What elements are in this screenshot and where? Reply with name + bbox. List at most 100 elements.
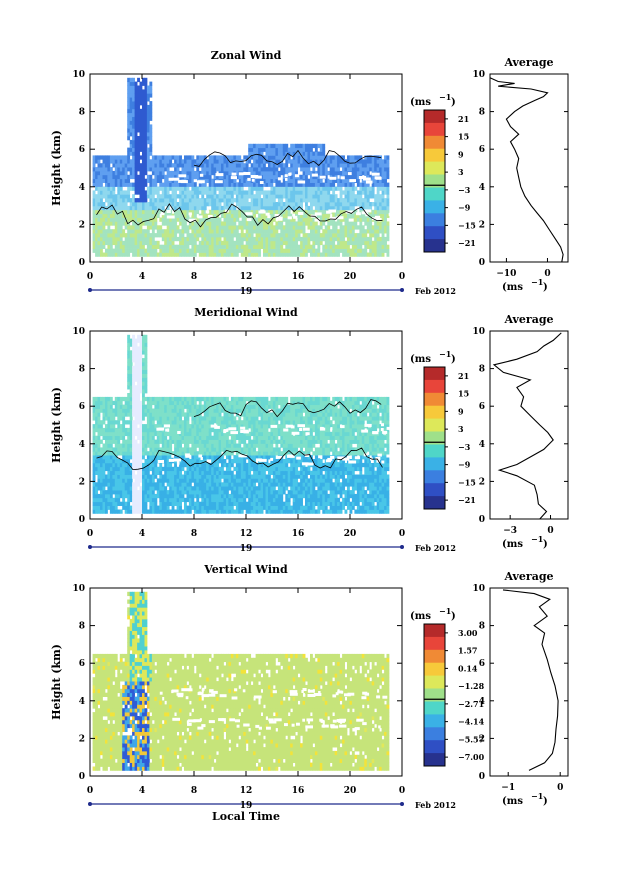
colorbar-segment (424, 392, 445, 407)
colorbar-segment (424, 239, 445, 253)
profile-x-tick-label: 0 (557, 783, 563, 793)
profile-y-tick-label: 0 (479, 258, 485, 268)
colorbar-segment (424, 714, 445, 728)
x-tick-label: 12 (240, 272, 253, 282)
date-label: Feb 2012 (415, 543, 456, 553)
x-tick-label: 4 (139, 272, 145, 282)
colorbar-segment (424, 688, 445, 702)
profile-unit: (ms (502, 282, 523, 293)
colorbar-tick-label: −2.71 (458, 699, 484, 709)
colorbar-tick-label: −21 (458, 495, 476, 505)
profile-y-tick-label: 0 (479, 515, 485, 525)
colorbar-tick-label: −15 (458, 220, 476, 230)
colorbar-segment (424, 161, 445, 175)
y-tick-label: 4 (79, 697, 85, 707)
colorbar-segment (424, 213, 445, 227)
x-tick-label: 0 (87, 529, 93, 539)
x-tick-label: 8 (191, 529, 197, 539)
y-tick-label: 2 (79, 220, 85, 230)
colorbar-tick-label: 1.57 (458, 646, 477, 656)
colorbar-tick-label: 21 (458, 371, 469, 381)
colorbar-unit: (ms (410, 611, 431, 622)
profile-unit: (ms (502, 539, 523, 550)
day-axis-marker (88, 545, 92, 549)
profile-frame (489, 73, 569, 263)
day-axis-marker (400, 545, 404, 549)
colorbar-segment (424, 662, 445, 677)
colorbar-unit-exponent: −1 (439, 349, 451, 359)
colorbar-segment (424, 135, 445, 150)
colorbar-segment (424, 444, 445, 458)
x-tick-label: 12 (240, 786, 253, 796)
y-tick-label: 0 (79, 772, 85, 782)
colorbar-segment (424, 187, 445, 201)
y-tick-label: 4 (79, 183, 85, 193)
profile-unit-exponent: −1 (531, 277, 543, 287)
date-label: Feb 2012 (415, 286, 456, 296)
profile-line (492, 332, 562, 520)
colorbar-tick-label: −1.28 (458, 681, 485, 691)
y-tick-label: 6 (79, 402, 85, 412)
colorbar-tick-label: −3 (458, 185, 471, 195)
profile-y-tick-label: 8 (479, 365, 485, 375)
profile-line (489, 77, 564, 263)
profile-frame (489, 587, 569, 777)
colorbar-tick-label: 9 (458, 149, 464, 159)
colorbar-unit: (ms (410, 354, 431, 365)
colorbar-tick-label: 15 (458, 389, 469, 399)
contour-line (193, 149, 382, 167)
contour-line (96, 203, 383, 228)
x-tick-label: 4 (139, 529, 145, 539)
colorbar-segment (424, 200, 445, 214)
colorbar-segment (424, 431, 445, 445)
y-tick-label: 10 (72, 584, 85, 594)
profile-title: Average (503, 313, 553, 326)
profile-y-tick-label: 10 (472, 584, 485, 594)
profile-y-tick-label: 10 (472, 327, 485, 337)
x-tick-label: 0 (87, 272, 93, 282)
profile-x-tick-label: 0 (547, 526, 553, 536)
profile-x-tick-label: −3 (503, 526, 517, 536)
x-tick-label: 16 (292, 529, 305, 539)
y-tick-label: 6 (79, 145, 85, 155)
colorbar-segment (424, 110, 445, 124)
colorbar-tick-label: 0.14 (458, 663, 478, 673)
profile-unit-close: ) (543, 796, 548, 807)
colorbar-frame (423, 366, 446, 510)
colorbar-tick-label: 3 (458, 167, 464, 177)
panel-title: Zonal Wind (211, 49, 282, 62)
colorbar-tick-label: 3.00 (458, 628, 478, 638)
colorbar-tick-label: −5.57 (458, 734, 484, 744)
heatmap-cells (92, 334, 395, 514)
x-tick-label: 8 (191, 272, 197, 282)
colorbar-segment (424, 740, 445, 754)
colorbar-segment (424, 727, 445, 741)
colorbar-tick-label: −15 (458, 477, 476, 487)
colorbar-segment (424, 148, 445, 163)
colorbar-unit-close: ) (451, 97, 456, 108)
x-tick-label: 4 (139, 786, 145, 796)
y-tick-label: 0 (79, 515, 85, 525)
y-tick-label: 4 (79, 440, 85, 450)
profile-x-tick-label: −10 (496, 269, 516, 279)
x-axis-label: Local Time (212, 810, 280, 823)
colorbar-tick-label: −3 (458, 442, 471, 452)
colorbar-segment (424, 496, 445, 510)
colorbar-segment (424, 457, 445, 471)
profile-y-tick-label: 2 (479, 220, 485, 230)
colorbar-segment (424, 675, 445, 689)
x-tick-label: 12 (240, 529, 253, 539)
heatmap-cells (92, 77, 394, 257)
profile-y-tick-label: 6 (479, 145, 485, 155)
profile-x-tick-label: −1 (501, 783, 515, 793)
colorbar-segment (424, 636, 445, 651)
day-label: 19 (240, 801, 253, 811)
profile-y-tick-label: 2 (479, 477, 485, 487)
x-tick-label: 16 (292, 272, 305, 282)
y-axis-label: Height (km) (50, 644, 63, 720)
x-tick-label: 16 (292, 786, 305, 796)
y-tick-label: 6 (79, 659, 85, 669)
